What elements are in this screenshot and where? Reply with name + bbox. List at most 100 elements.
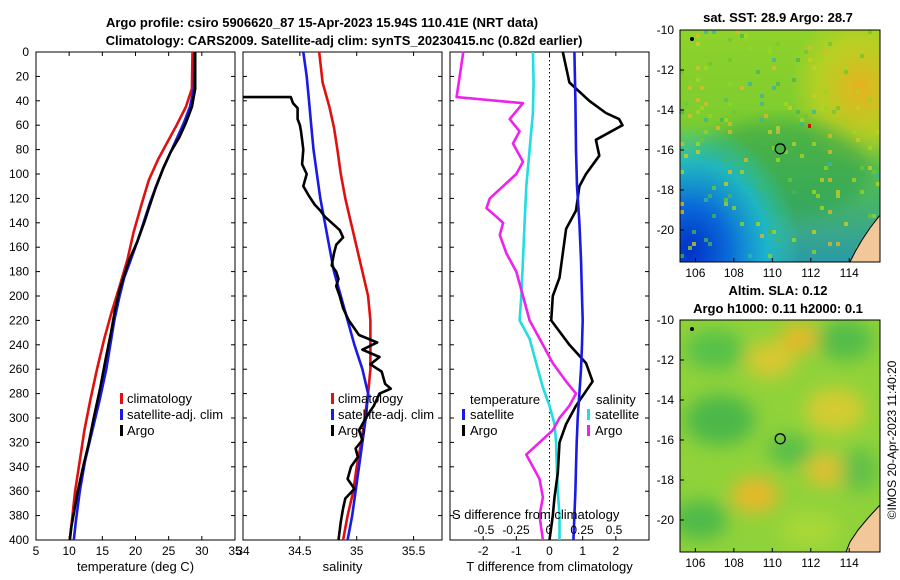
y-tick-label: 80 (16, 143, 30, 157)
sst-pixel (748, 82, 752, 86)
sst-pixel (760, 234, 764, 238)
x-axis-label: temperature (deg C) (77, 559, 194, 574)
y-tick-label: 260 (9, 362, 29, 376)
sla-map-axes: 106 108 110 112 114 -10 -12 -14 -16 -18 -20 (657, 313, 881, 570)
x-tick-label: 30 (195, 544, 209, 558)
sst-pixel (776, 158, 780, 162)
sst-pixel (828, 150, 832, 154)
sst-pixel (808, 58, 812, 62)
sst-pixel (716, 126, 720, 130)
sst-pixel (728, 58, 732, 62)
sst-pixel (728, 82, 732, 86)
sst-pixel (724, 158, 728, 162)
y-tick-label: 120 (9, 191, 29, 205)
sst-pixel (688, 86, 692, 90)
sst-pixel (708, 242, 712, 246)
legend-swatch (331, 425, 334, 436)
sst-pixel (828, 242, 832, 246)
sst-pixel (708, 114, 712, 118)
y-tick-label: 360 (9, 484, 29, 498)
sst-pixel (860, 166, 864, 170)
legend-label: satellite-adj. clim (338, 407, 434, 422)
x-tick-label: 20 (129, 544, 143, 558)
sst-pixel (696, 98, 700, 102)
sst-pixel (788, 106, 792, 110)
sst-pixel (708, 194, 712, 198)
top-tick-label: -0.25 (502, 523, 530, 537)
sst-pixel (832, 110, 836, 114)
sla-high-blob (805, 454, 845, 486)
axes-frame (242, 51, 443, 541)
sst-pixel (768, 130, 772, 134)
sst-pixel (680, 110, 684, 114)
map-y-tick-label: -18 (657, 473, 675, 487)
y-tick-label: 280 (9, 387, 29, 401)
x-tick-label: 1 (579, 544, 586, 558)
sst-pixel (812, 230, 816, 234)
sst-pixel (696, 42, 700, 46)
sst-pixel (768, 46, 772, 50)
sst-pixel (748, 46, 752, 50)
sst-pixel (728, 194, 732, 198)
sla-low-blob (685, 330, 745, 370)
x-axis-label: salinity (323, 559, 363, 574)
sst-pixel (828, 210, 832, 214)
sst-pixel (740, 222, 744, 226)
sst-pixel (728, 130, 732, 134)
top-tick-label: 0.25 (570, 523, 594, 537)
sst-pixel (796, 58, 800, 62)
sst-pixel (700, 106, 704, 110)
sst-pixel (704, 30, 708, 34)
temperature-panel: 0 20 40 60 80 100 120 140 160 180 200 220 240 260 280 3… (9, 45, 242, 574)
x-axis-label: T difference from climatology (466, 559, 633, 574)
sst-pixel (872, 170, 876, 174)
map-y-tick-label: -10 (657, 23, 675, 37)
sst-pixel (868, 30, 872, 34)
series-line-argo (243, 95, 393, 541)
sla-low-blob (817, 320, 873, 360)
sst-pixel (680, 170, 684, 174)
sst-pixel (768, 234, 772, 238)
sla-low-blob (768, 434, 812, 466)
sst-pixel (868, 166, 872, 170)
sla-high-blob (745, 342, 795, 378)
sst-pixel (772, 86, 776, 90)
sst-pixel (684, 154, 688, 158)
sst-coastline (849, 214, 880, 262)
sst-pixel (684, 102, 688, 106)
sst-pixel (808, 124, 811, 128)
sst-pixel (764, 114, 768, 118)
legend-swatch (462, 409, 465, 420)
axes-frame (35, 51, 236, 541)
sst-pixel (732, 110, 736, 114)
sst-pixel (728, 122, 732, 126)
sst-profile-marker (774, 143, 786, 155)
x-tick-label: 15 (96, 544, 110, 558)
sst-pixel (760, 94, 764, 98)
x-tick-label: 35.5 (402, 544, 426, 558)
map-y-tick-label: -16 (657, 143, 675, 157)
sst-pixel (680, 70, 684, 74)
sla-high-blob (805, 388, 865, 432)
map-x-tick-label: 110 (763, 266, 782, 280)
sla-blobs (680, 320, 878, 548)
y-tick-label: 180 (9, 265, 29, 279)
y-tick-label: 200 (9, 289, 29, 303)
map-x-tick-label: 114 (840, 266, 859, 280)
legend-swatch (120, 425, 123, 436)
sst-pixel (868, 214, 872, 218)
sst-pixel (804, 50, 808, 54)
sst-map-axes: 106 108 110 112 114 -10 -12 -14 -16 -18 -20 (657, 23, 881, 280)
sst-pixel (696, 150, 700, 154)
sst-pixel (876, 130, 880, 134)
map-x-tick-label: 106 (685, 266, 705, 280)
sla-high-blob (780, 324, 820, 352)
sst-pixel (776, 42, 780, 46)
sst-pixel (768, 254, 772, 258)
sst-pixel (696, 34, 700, 38)
sst-pixel (808, 46, 812, 50)
legend-label: Argo (338, 423, 365, 438)
salinity-panel: 34 34.5 35 35.5 salinity climatologysatellite… (236, 51, 443, 574)
sla-low-blob (842, 448, 878, 492)
